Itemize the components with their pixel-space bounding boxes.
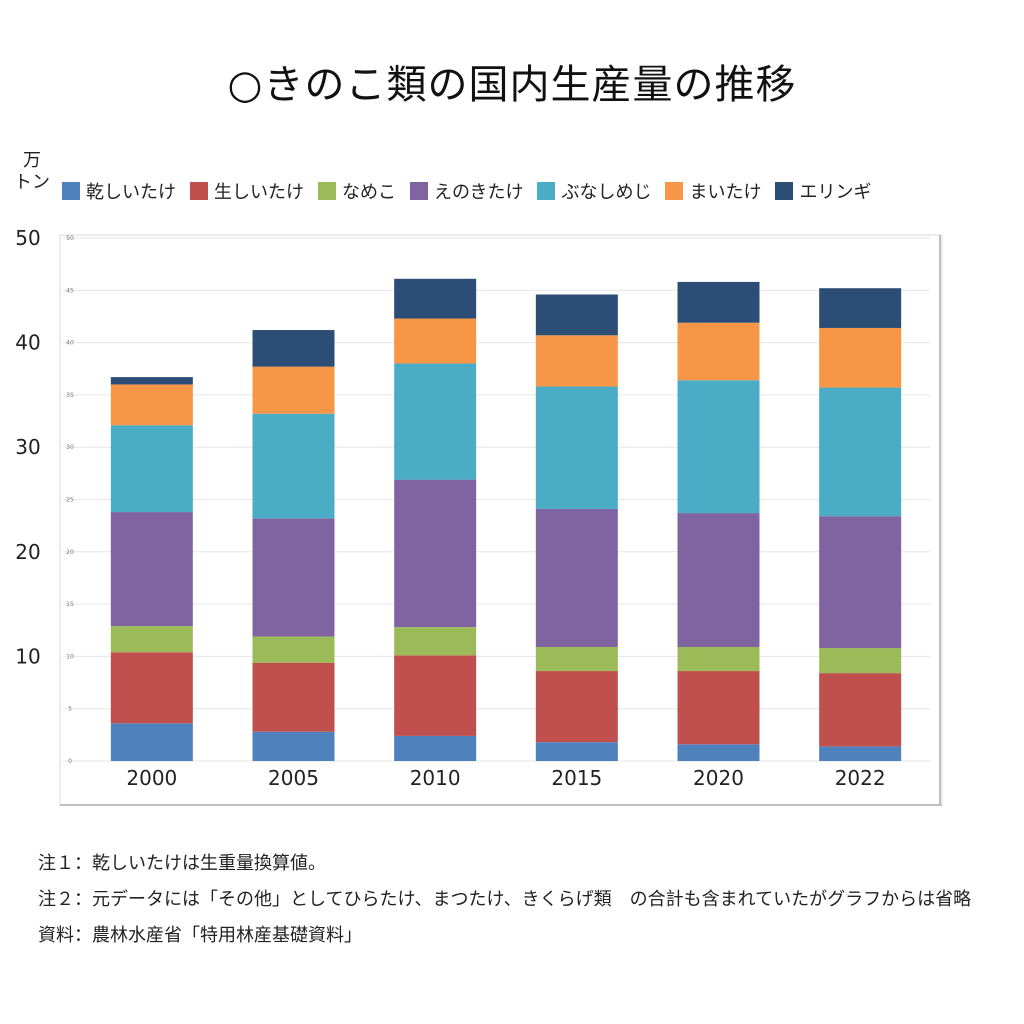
legend-swatch [775,182,794,200]
bar-segment [677,380,760,514]
chart-title: ○きのこ類の国内生産量の推移 [227,62,797,108]
bar-segment [394,363,477,480]
bar-segment [110,723,193,761]
stacked-bar-chart: 0 5 10 15 20 25 30 35 40 45 50 10 20 30 40 50 2000 2005 20… [15,226,943,806]
legend-item: エリンギ [775,178,871,204]
bar-segment [110,377,193,385]
x-tick-label: 2015 [551,766,602,790]
bar-segment [110,425,193,513]
source-note: 資料：農林水産省「特用林産基礎資料」 [38,925,362,946]
legend-item: 生しいたけ [190,178,304,204]
bar-segment [252,636,335,663]
x-tick-label: 2005 [268,766,319,790]
legend-label: まいたけ [689,182,762,203]
legend-label: なめこ [342,182,396,203]
bar-segment [110,626,193,653]
bar-segment [677,671,760,745]
y-minor-tick-label: 25 [66,497,74,504]
legend-item: まいたけ [665,178,761,204]
x-tick-label: 2010 [410,766,461,790]
bar-segment [394,278,477,319]
bar-segment [677,646,760,672]
note-1: 注１：乾しいたけは生重量換算値。 [38,853,326,874]
x-tick-label: 2022 [835,766,886,790]
bar-segment [677,513,760,647]
y-minor-tick-label: 0 [68,758,72,765]
bar-segment [819,387,902,517]
legend-swatch [318,182,336,200]
y-minor-tick-label: 20 [66,549,74,556]
legend-item: ぶなしめじ [537,178,651,204]
bar-segment [819,288,902,328]
legend-item: 乾しいたけ [62,178,176,204]
y-minor-tick-label: 50 [66,235,74,242]
y-minor-tick-label: 15 [66,601,74,608]
bar-segment [677,322,760,381]
bar-segment [535,386,618,509]
bar-segment [535,742,618,761]
bar-segment [394,735,477,761]
legend-swatch [665,182,684,200]
note-2: 注２：元データには「その他」としてひらたけ、まつたけ、きくらげ類 の合計も含まれ… [38,889,972,910]
bar-segment [110,512,193,627]
bar-segment [252,366,335,414]
legend: 乾しいたけ 生しいたけ なめこ えのきたけ ぶなしめじ まいたけ エリンギ [62,178,871,204]
x-tick-label: 2020 [693,766,744,790]
legend-label: 乾しいたけ [86,182,176,203]
y-minor-tick-label: 35 [66,392,74,399]
y-tick-label: 20 [15,540,40,564]
bar-segment [252,662,335,732]
legend-swatch [410,182,428,200]
y-tick-label: 50 [15,226,40,250]
y-tick-label: 30 [15,435,40,459]
unit-label-line-2: トン [14,172,50,193]
y-minor-tick-label: 5 [68,706,72,713]
y-minor-tick-label: 10 [66,653,74,660]
bar-segment [394,627,477,656]
bar-segment [535,646,618,672]
bar-segment [535,294,618,336]
legend-item: えのきたけ [410,178,523,204]
y-tick-label: 10 [15,644,40,668]
bar-segment [819,516,902,649]
bar-segment [819,673,902,747]
bar-segment [394,655,477,736]
y-unit-label: 万 トン [14,150,50,194]
bar-segment [819,648,902,674]
bar-segment [535,335,618,387]
y-minor-tick-label: 30 [66,444,74,451]
bar-segment [819,746,902,761]
bar-segment [252,518,335,637]
bar-segment [252,330,335,367]
legend-label: えのきたけ [434,182,524,203]
legend-swatch [62,182,80,200]
bar-segment [535,671,618,743]
legend-label: エリンギ [799,182,872,203]
bar-segment [535,508,618,647]
notes: 注１：乾しいたけは生重量換算値。 注２：元データには「その他」としてひらたけ、ま… [38,846,998,954]
bar-segment [819,327,902,388]
bar-segment [394,318,477,364]
bar-segment [677,744,760,761]
unit-label-line-1: 万 [23,150,41,171]
legend-swatch [190,182,208,200]
bar-segment [110,652,193,724]
legend-label: 生しいたけ [214,182,304,203]
legend-label: ぶなしめじ [561,182,652,203]
y-tick-label: 40 [15,331,40,355]
y-minor-tick-label: 45 [66,287,74,294]
bar-segment [394,479,477,628]
legend-swatch [537,182,556,200]
bar-segment [110,384,193,426]
legend-item: なめこ [318,178,396,204]
y-minor-tick-label: 40 [66,340,74,347]
bar-segment [252,731,335,761]
x-tick-label: 2000 [126,766,177,790]
bar-segment [252,413,335,519]
bar-segment [677,281,760,323]
